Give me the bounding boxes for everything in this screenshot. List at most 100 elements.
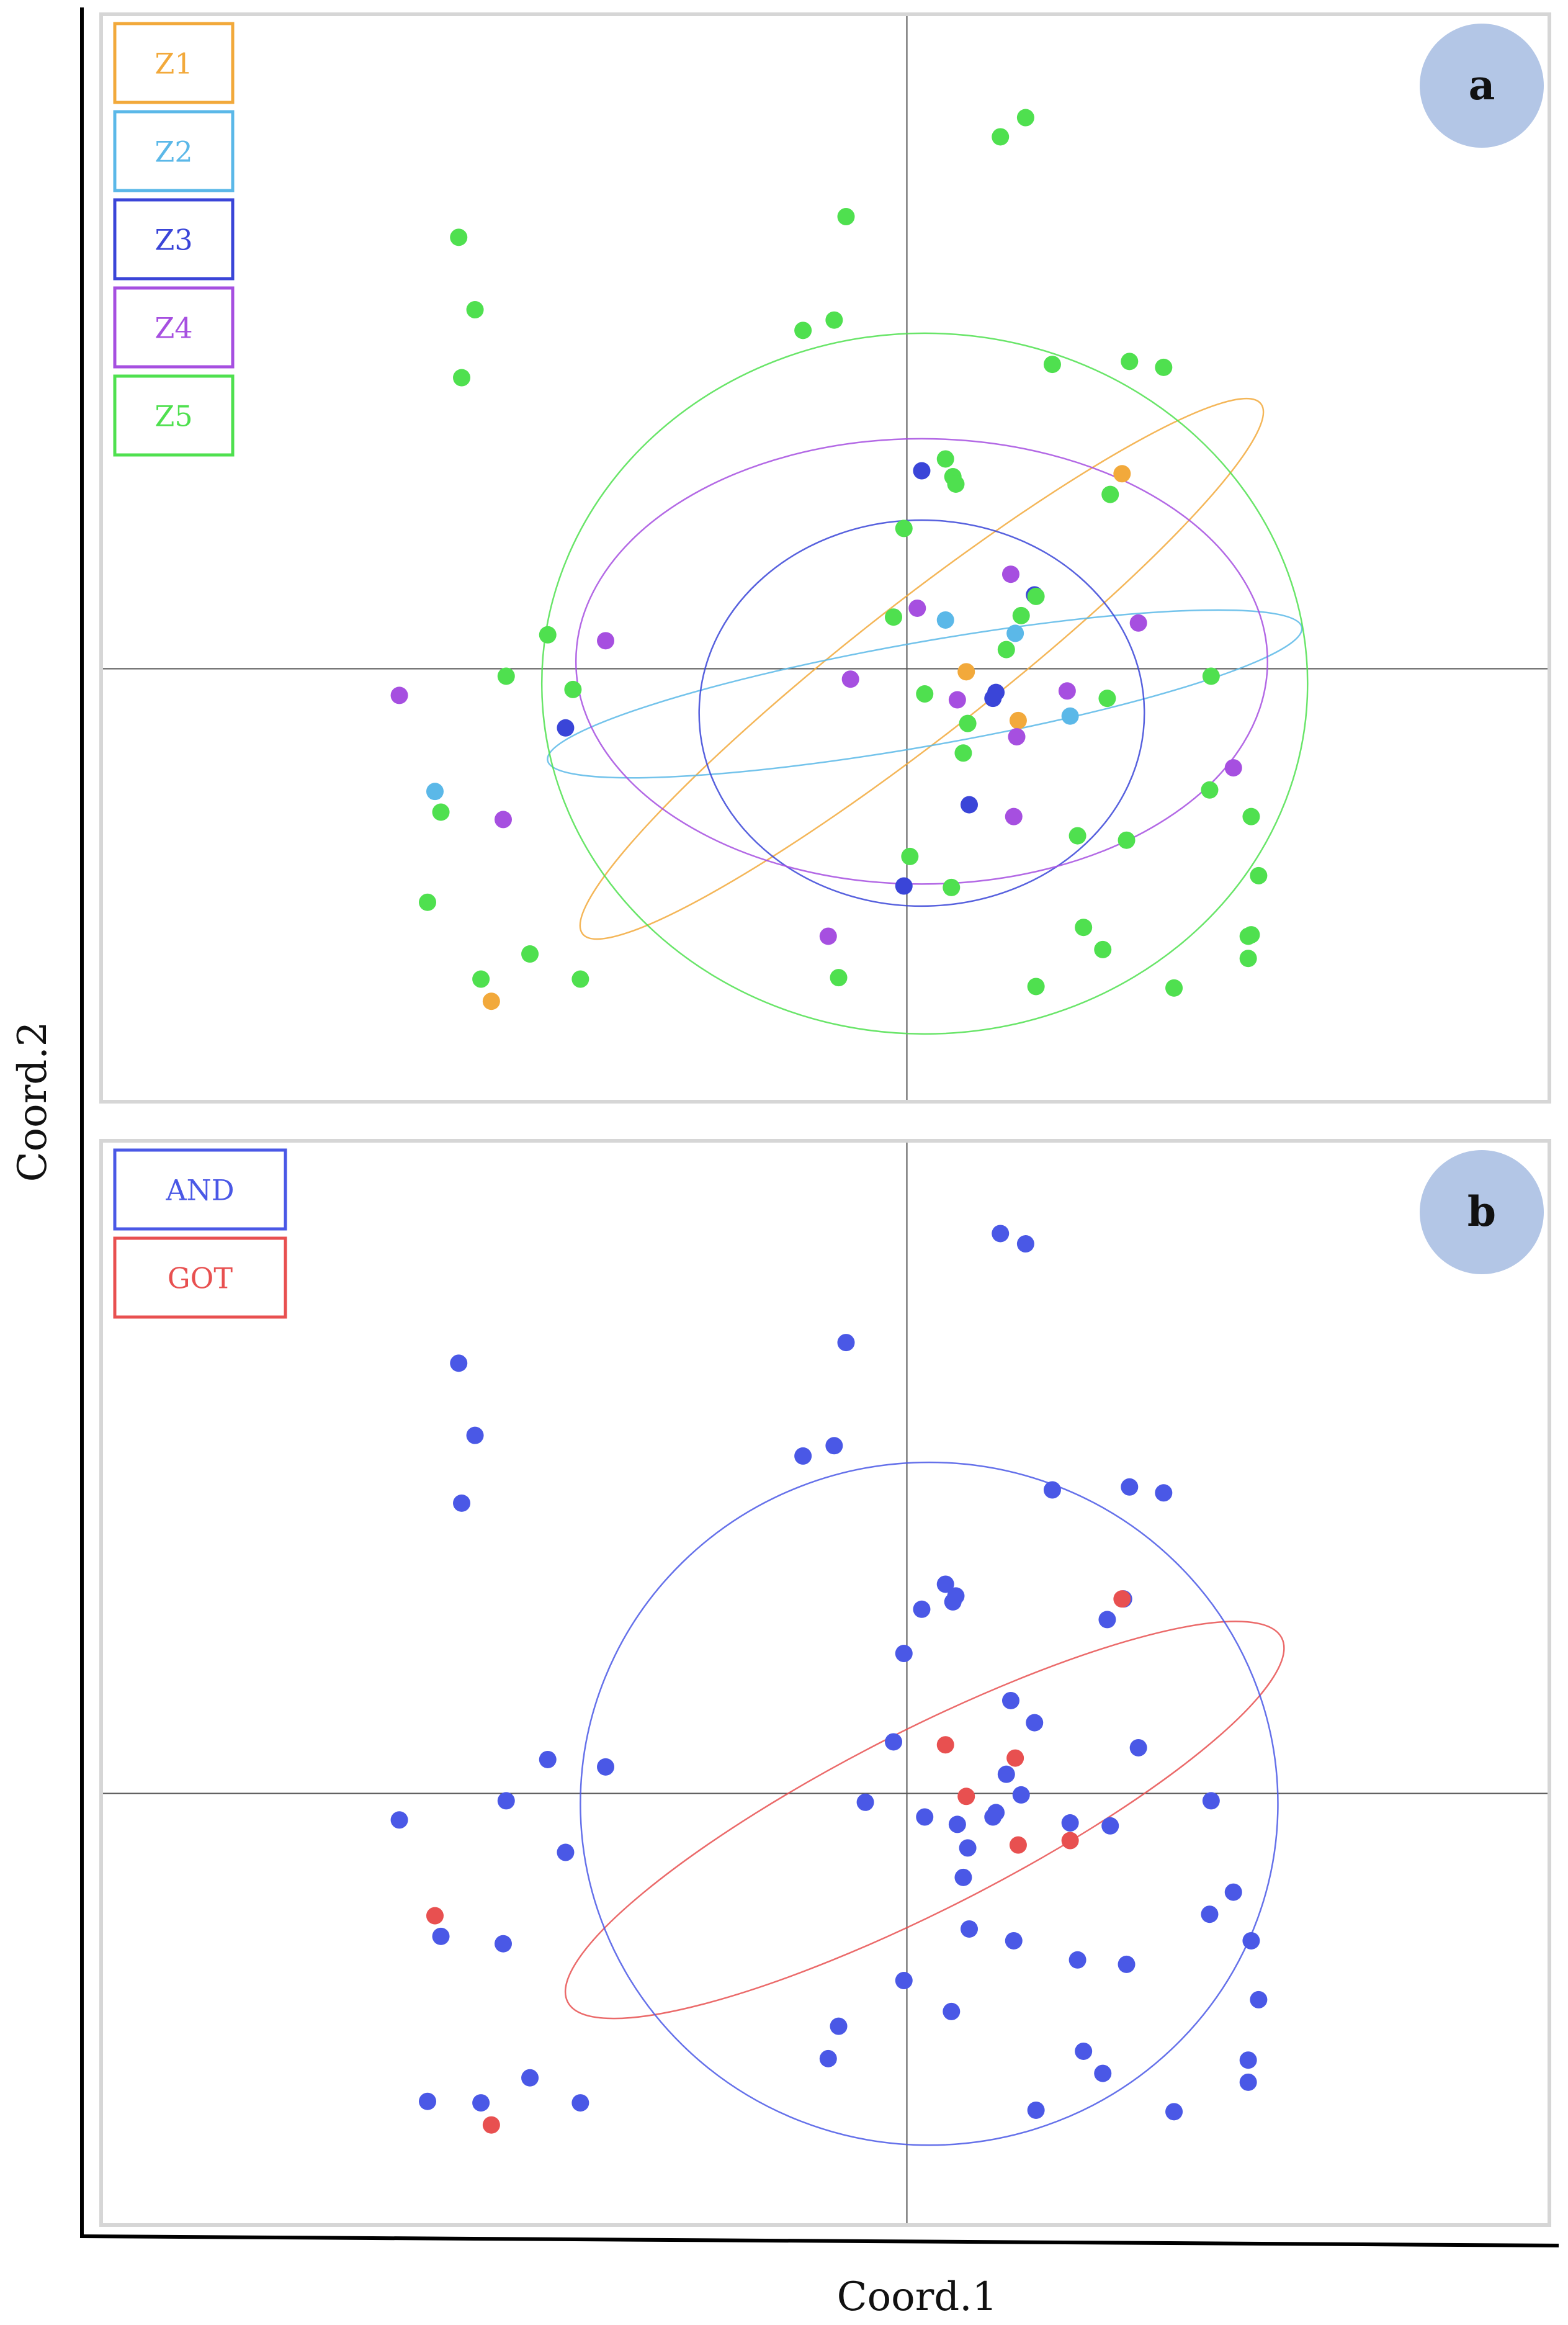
point-z5 [1101,485,1119,503]
point-and [466,1426,484,1444]
legend-box-z4 [113,286,235,369]
point-z5 [450,228,468,246]
point-and [1027,2101,1045,2119]
legend-label-z5: Z5 [155,400,192,433]
point-z5 [1118,831,1136,849]
point-z5 [564,680,582,698]
point-z5 [1121,353,1139,371]
confidence-ellipse-z5 [540,332,1309,1035]
point-z5 [1155,358,1173,376]
point-got [1113,1590,1131,1608]
point-and [1118,1955,1136,1973]
point-and [472,2094,490,2112]
point-got [1006,1749,1024,1767]
point-z5 [959,714,977,732]
legend-label-z3: Z3 [155,223,192,257]
point-and [1075,2042,1093,2060]
point-z5 [830,969,848,987]
point-and [571,2094,589,2112]
point-z5 [571,970,589,988]
panel-label: b [1467,1187,1496,1236]
point-and [895,1645,913,1663]
panel-frame [99,12,1551,1104]
point-z4 [948,691,966,709]
point-and [943,2002,961,2020]
point-z5 [1202,667,1220,685]
point-z5 [1098,690,1116,708]
point-z5 [895,519,913,537]
point-z5 [837,208,855,226]
point-and [432,1927,450,1945]
point-got [1009,1836,1027,1854]
point-z5 [419,893,437,911]
point-and [521,2069,539,2087]
point-and [948,1815,966,1833]
panel-b: AND GOT b [99,1139,1551,2227]
point-z4 [1005,807,1023,825]
point-z2 [1006,624,1024,642]
point-z1 [1113,465,1131,483]
point-and [494,1935,512,1953]
point-z1 [482,992,500,1010]
point-and [1098,1611,1116,1629]
point-and [954,1868,972,1886]
legend-box-and [113,1148,287,1231]
point-z5 [432,803,450,821]
panel-badge [1420,24,1544,148]
point-z2 [936,611,954,629]
point-z5 [453,369,471,387]
point-z5 [1068,827,1086,845]
confidence-ellipse-got [564,1621,1285,2020]
legend-label-got: GOT [168,1262,233,1295]
point-z5 [521,945,539,963]
point-z5 [943,878,961,896]
point-and [992,1225,1010,1243]
point-and [1121,1478,1139,1496]
point-z5 [1239,950,1257,968]
point-got [1061,1832,1079,1850]
point-z4 [597,632,615,650]
point-and [1016,1235,1034,1253]
point-and [825,1437,843,1455]
point-and [453,1494,471,1512]
point-z5 [497,667,515,685]
panel-frame [99,1139,1551,2227]
point-z3 [557,719,575,737]
point-z1 [1009,711,1027,729]
point-and [961,1920,978,1938]
point-and [1250,1990,1268,2008]
panel-badge [1420,1150,1544,1274]
outer-x-axis [79,2234,1559,2247]
point-and [1012,1786,1030,1804]
point-z5 [825,311,843,329]
legend-box-z5 [113,374,235,457]
point-z3 [913,462,931,480]
point-and [1242,1932,1260,1949]
confidence-ellipse-z3 [698,519,1145,907]
point-and [1026,1714,1044,1732]
point-z5 [916,685,934,703]
point-z5 [947,475,965,493]
point-z4 [1224,759,1242,777]
point-and [837,1334,855,1352]
point-and [1239,2051,1257,2069]
point-and [997,1765,1015,1783]
point-and [1061,1814,1079,1832]
point-and [1068,1951,1086,1969]
point-z5 [1239,927,1257,945]
point-got [936,1736,954,1754]
point-z3 [984,690,1002,708]
point-and [419,2092,437,2110]
point-z5 [1165,979,1183,997]
point-z5 [794,322,812,340]
point-and [1101,1817,1119,1835]
point-z5 [1043,356,1061,374]
point-and [916,1808,934,1826]
point-z1 [957,663,975,681]
legend-box-z2 [113,110,235,192]
point-and [1165,2103,1183,2121]
confidence-ellipse-z2 [547,609,1303,779]
point-z4 [494,811,512,829]
legend-label-z2: Z2 [155,135,192,169]
point-z5 [954,744,972,762]
